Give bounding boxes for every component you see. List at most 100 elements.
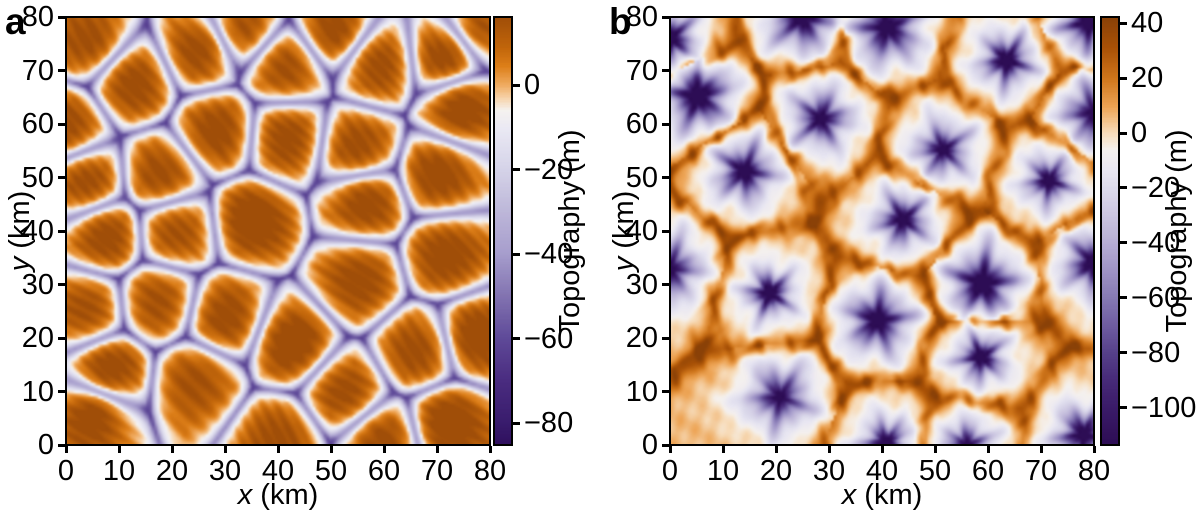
colorbar-tick-label: −60 [524, 322, 574, 355]
y-tick-label: 70 [625, 54, 658, 87]
colorbar-tick-label: −80 [524, 407, 574, 440]
x-tick-label: 40 [261, 455, 295, 487]
y-tick [58, 69, 65, 72]
y-tick [662, 336, 669, 340]
x-tick [170, 446, 174, 453]
colorbar-tick [513, 337, 520, 341]
x-tick [488, 446, 492, 453]
colorbar-tick [513, 252, 520, 256]
x-tick [721, 446, 725, 453]
panel-b-x-axis-label: x (km) [670, 477, 1094, 513]
y-tick-label: 10 [625, 375, 658, 408]
x-tick-label: 40 [865, 455, 899, 487]
y-tick [58, 336, 65, 340]
x-tick-label: 80 [1077, 455, 1111, 487]
x-tick [880, 446, 884, 453]
colorbar-tick-label: 0 [1131, 117, 1148, 149]
panel-b-x-unit: (km) [856, 479, 923, 511]
x-tick-label: 70 [420, 455, 454, 487]
colorbar-tick [513, 83, 520, 87]
x-tick-label: 50 [314, 455, 348, 487]
y-tick-label: 80 [21, 1, 54, 33]
panel-b-letter: b [609, 1, 632, 42]
x-tick [986, 446, 990, 453]
colorbar-tick-label: 40 [1131, 7, 1164, 40]
x-tick-label: 80 [473, 455, 507, 487]
x-tick [223, 446, 227, 453]
panel-b-y-unit: (km) [608, 190, 640, 257]
y-tick [58, 390, 65, 393]
colorbar-tick-label: −80 [1131, 336, 1181, 369]
x-tick-label: 20 [155, 455, 189, 487]
colorbar-tick [1120, 131, 1127, 135]
panel-a-letter: a [5, 1, 26, 42]
colorbar-tick-label: −100 [1131, 391, 1197, 424]
colorbar-tick [1120, 21, 1127, 25]
y-tick [58, 15, 65, 19]
y-tick-label: 40 [625, 215, 658, 247]
colorbar-tick-label: −20 [524, 153, 574, 186]
x-tick [64, 446, 68, 453]
panel-a-x-unit: (km) [252, 479, 319, 511]
x-tick-label: 30 [812, 455, 846, 487]
x-tick-label: 70 [1024, 455, 1058, 487]
x-tick-label: 0 [661, 455, 679, 487]
panel-b-colorbar-label: Topography (m) [1161, 129, 1193, 333]
x-tick-label: 20 [759, 455, 793, 487]
y-tick [662, 122, 669, 126]
x-tick [668, 446, 672, 453]
x-tick [276, 446, 280, 453]
panel-a-y-var: y [4, 256, 36, 272]
y-tick-label: 70 [21, 54, 54, 87]
y-tick [662, 15, 669, 19]
x-tick [117, 446, 121, 453]
y-tick-label: 50 [625, 161, 658, 194]
x-tick [329, 446, 333, 453]
y-tick-label: 60 [21, 108, 54, 140]
panel-a-y-unit: (km) [4, 190, 36, 257]
y-tick [58, 443, 65, 447]
y-tick-label: 60 [625, 108, 658, 140]
y-tick-label: 10 [21, 375, 54, 408]
colorbar-tick-label: 0 [524, 69, 541, 102]
panel-b-y-var: y [608, 256, 640, 272]
x-tick-label: 10 [102, 455, 136, 487]
panel-b-y-axis-label: y (km) [606, 81, 642, 381]
colorbar-tick-label: −20 [1131, 171, 1181, 204]
colorbar-tick [1120, 241, 1127, 245]
y-tick [662, 176, 669, 179]
x-tick [1092, 446, 1096, 453]
y-tick-label: 20 [625, 322, 658, 354]
x-tick [435, 446, 439, 453]
y-tick [58, 283, 65, 286]
y-tick-label: 30 [625, 268, 658, 301]
colorbar-tick [513, 421, 520, 425]
x-tick-label: 30 [208, 455, 242, 487]
x-tick-label: 60 [367, 455, 401, 487]
y-tick [58, 122, 65, 126]
x-tick-label: 50 [918, 455, 952, 487]
x-tick [382, 446, 386, 453]
y-tick [58, 229, 65, 233]
y-tick [662, 390, 669, 393]
panel-b-x-var: x [841, 479, 857, 511]
colorbar-tick-label: −40 [524, 238, 574, 271]
colorbar-tick [1120, 351, 1127, 355]
y-tick-label: 80 [625, 1, 658, 33]
y-tick-label: 30 [21, 268, 54, 301]
colorbar-tick [513, 168, 520, 172]
y-tick-label: 20 [21, 322, 54, 354]
y-tick [662, 69, 669, 72]
colorbar-tick [1120, 406, 1127, 410]
x-tick-label: 60 [971, 455, 1005, 487]
colorbar-tick [1120, 76, 1127, 80]
y-tick-label: 40 [21, 215, 54, 247]
x-tick-label: 10 [706, 455, 740, 487]
panel-a-heatmap [66, 17, 490, 445]
colorbar-tick [1120, 186, 1127, 190]
colorbar-tick-label: −60 [1131, 281, 1181, 314]
x-tick [933, 446, 937, 453]
panel-a-x-var: x [237, 479, 253, 511]
y-tick [662, 443, 669, 447]
